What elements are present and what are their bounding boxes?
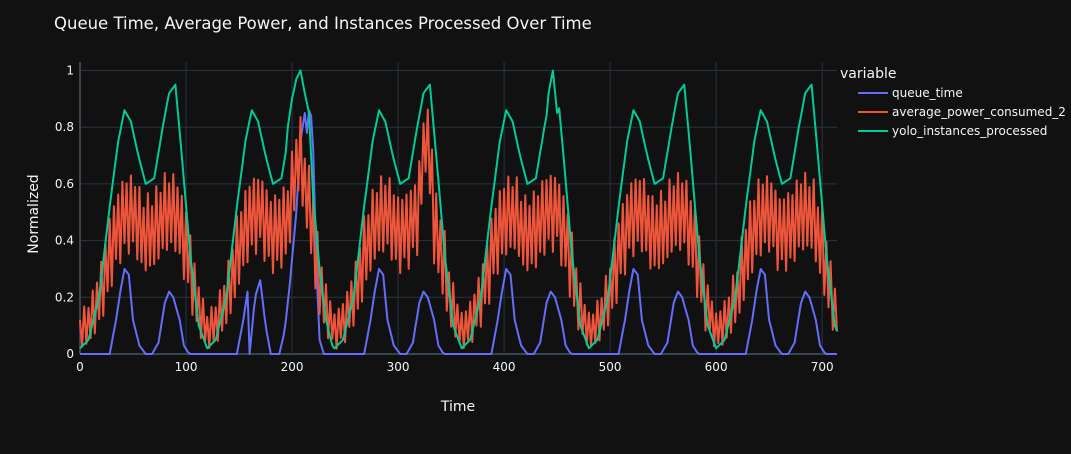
x-tick-label: 400 [493,360,516,374]
axis-ticks: 0 0.2 0.4 0.6 0.8 1 0 100 200 300 400 500 600 700 [55,64,834,374]
y-tick-label: 0.4 [55,234,74,248]
legend-label-average-power: average_power_consumed_2 [892,105,1066,119]
y-tick-label: 0 [66,347,74,361]
legend-item-queue-time[interactable]: queue_time [858,86,963,100]
series-layer [79,69,838,355]
series-line-average-power [79,108,838,350]
y-axis-label: Normalized [26,174,42,253]
x-tick-label: 500 [599,360,622,374]
x-tick-label: 700 [811,360,834,374]
legend-title: variable [840,66,896,82]
x-tick-label: 200 [281,360,304,374]
legend[interactable]: variable queue_time average_power_consum… [840,66,1066,138]
y-tick-label: 0.2 [55,290,74,304]
legend-label-queue-time: queue_time [892,86,963,100]
legend-item-yolo-instances[interactable]: yolo_instances_processed [858,124,1047,138]
series-line-yolo-instances [79,69,838,350]
x-axis-label: Time [440,399,475,415]
y-tick-label: 0.8 [55,120,74,134]
x-tick-label: 300 [387,360,410,374]
chart-title: Queue Time, Average Power, and Instances… [54,14,592,33]
x-tick-label: 0 [76,360,84,374]
y-tick-label: 0.6 [55,177,74,191]
x-tick-label: 100 [175,360,198,374]
legend-item-average-power[interactable]: average_power_consumed_2 [858,105,1066,119]
legend-label-yolo-instances: yolo_instances_processed [892,124,1047,138]
x-tick-label: 600 [705,360,728,374]
y-tick-label: 1 [66,64,74,78]
series-line-queue-time [80,109,837,355]
